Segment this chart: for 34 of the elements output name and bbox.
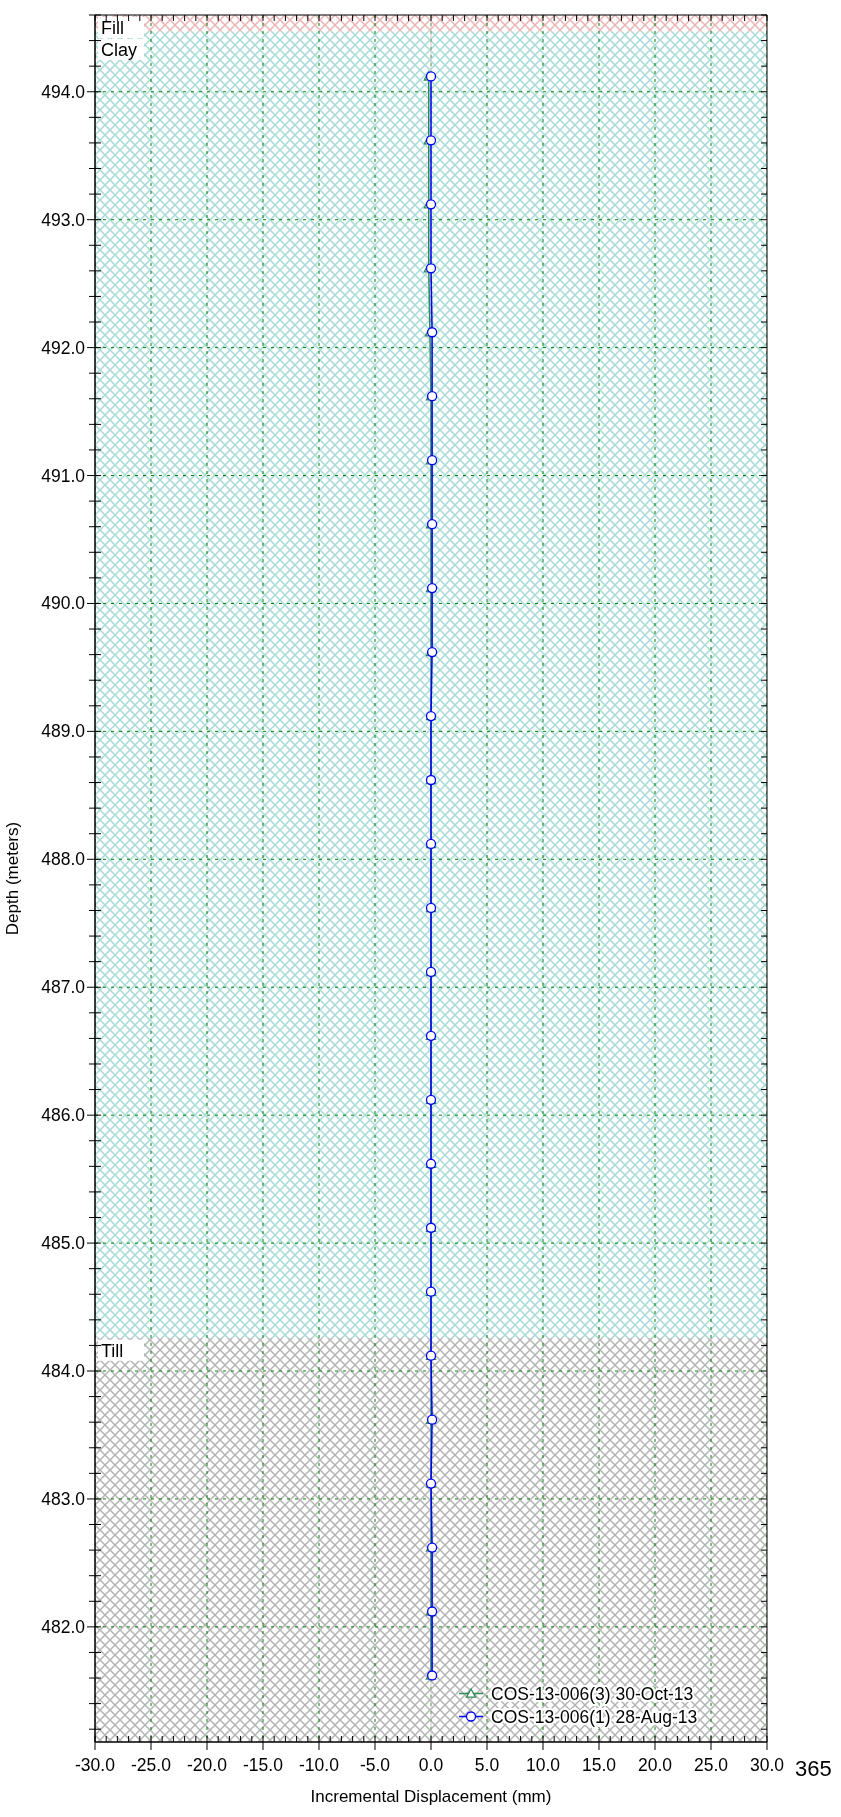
y-tick-label: 486.0: [41, 1105, 86, 1126]
band-label: Till: [101, 1340, 124, 1361]
x-tick-label: 10.0: [525, 1755, 561, 1775]
y-tick-label: 482.0: [41, 1616, 86, 1637]
y-tick-label: 490.0: [41, 593, 86, 614]
y-tick-label: 483.0: [41, 1488, 86, 1509]
y-axis-title: Depth (meters): [3, 821, 22, 936]
x-tick-label: -10.0: [299, 1755, 340, 1775]
y-tick-label: 493.0: [41, 209, 86, 230]
y-tick-label: 487.0: [41, 977, 86, 998]
y-tick-label: 492.0: [41, 337, 86, 358]
x-axis-title: Incremental Displacement (mm): [310, 1787, 552, 1806]
y-tick-label: 489.0: [41, 721, 86, 742]
x-tick-label: -5.0: [359, 1755, 391, 1775]
x-tick-label: 0.0: [418, 1755, 444, 1775]
x-tick-label: -15.0: [243, 1755, 284, 1775]
y-tick-label: 491.0: [41, 465, 86, 486]
y-tick-label: 494.0: [41, 81, 86, 102]
legend-label: COS-13-006(1) 28-Aug-13: [491, 1706, 698, 1727]
x-tick-label: -20.0: [187, 1755, 228, 1775]
x-tick-label: -30.0: [75, 1755, 116, 1775]
x-tick-label: 15.0: [581, 1755, 617, 1775]
y-tick-label: 485.0: [41, 1233, 86, 1254]
y-tick-label: 484.0: [41, 1361, 86, 1382]
band-label: Clay: [101, 40, 138, 60]
x-tick-label: -25.0: [131, 1755, 172, 1775]
band-label: Fill: [101, 18, 124, 38]
x-tick-label: 25.0: [693, 1755, 729, 1775]
x-tick-label: 20.0: [637, 1755, 673, 1775]
legend-label: COS-13-006(3) 30-Oct-13: [491, 1683, 694, 1704]
x-tick-label: 30.0: [749, 1755, 785, 1775]
text: 365: [795, 1756, 832, 1781]
x-tick-label: 5.0: [474, 1755, 500, 1775]
y-tick-label: 488.0: [41, 849, 86, 870]
